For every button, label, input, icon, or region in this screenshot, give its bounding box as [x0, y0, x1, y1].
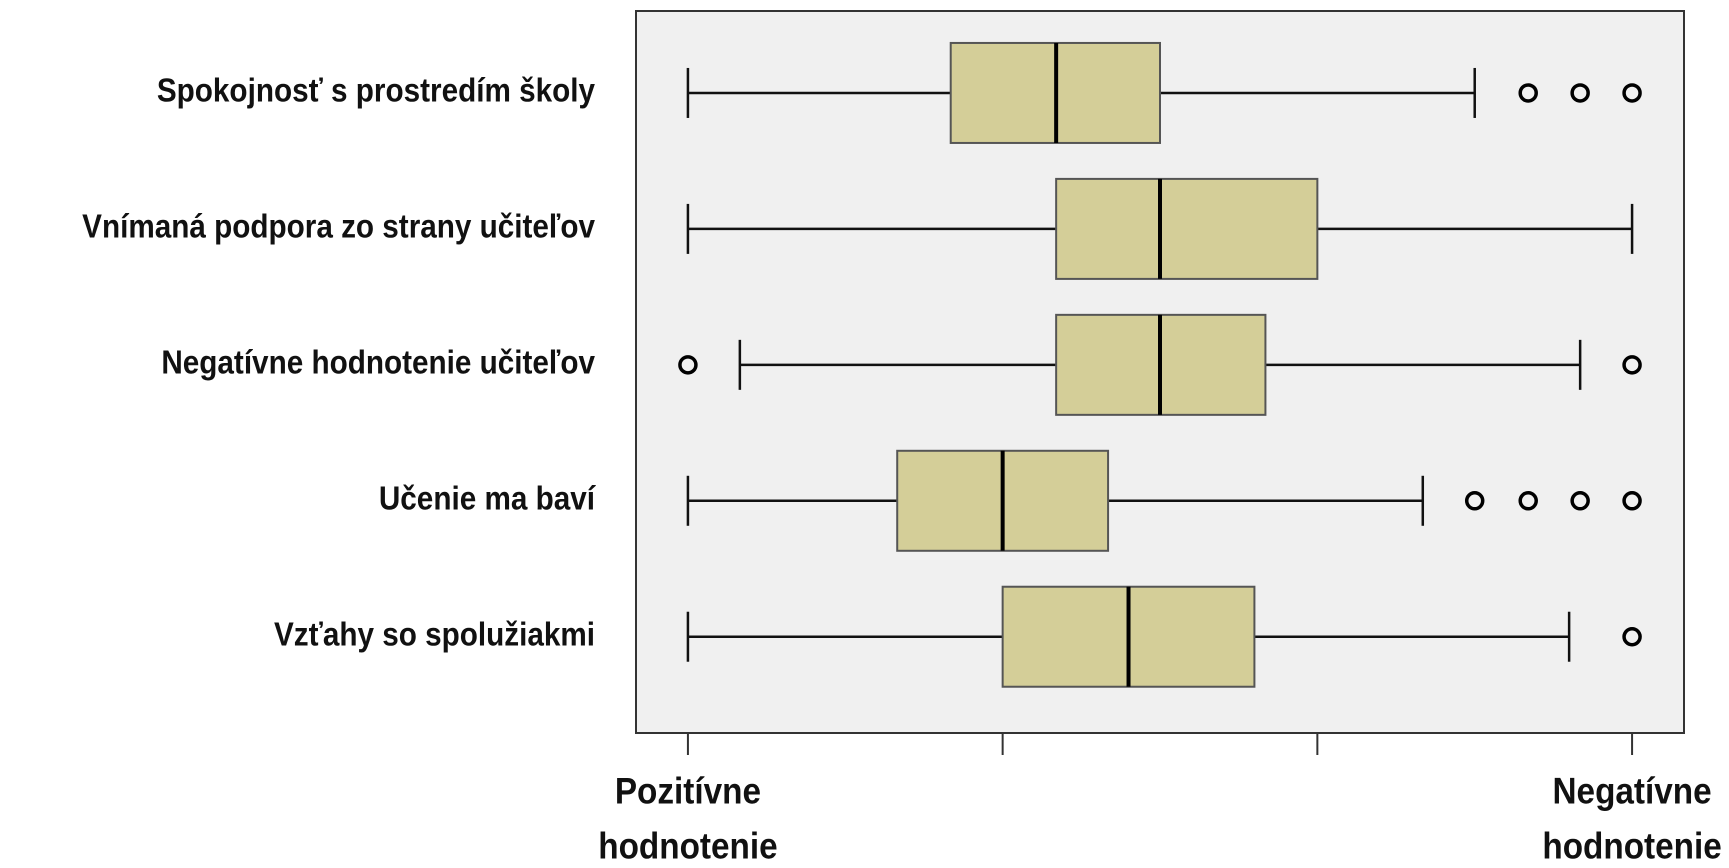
outlier [1518, 491, 1538, 511]
category-label: Vnímaná podpora zo strany učiteľov [82, 208, 595, 245]
box [1055, 177, 1319, 280]
outlier [1570, 83, 1590, 103]
outlier [1622, 491, 1642, 511]
outlier [1622, 355, 1642, 375]
outlier [1570, 491, 1590, 511]
outlier [1464, 491, 1485, 511]
category-label: Vzťahy so spolužiakmi [274, 616, 595, 653]
category-labels: Spokojnosť s prostredím školy Vnímaná pod… [82, 72, 596, 653]
category-label: Učenie ma baví [379, 480, 596, 517]
outlier [1518, 83, 1538, 103]
x-end-labels: Pozitívne hodnotenie Negatívne hodnotenie [598, 771, 1722, 867]
x-end-label: Pozitívne hodnotenie [598, 771, 777, 867]
category-label: Negatívne hodnotenie učiteľov [161, 344, 595, 381]
outlier [1622, 626, 1642, 647]
outlier [678, 355, 698, 375]
outlier [1622, 83, 1642, 103]
category-label: Spokojnosť s prostredím školy [157, 72, 596, 109]
x-end-label: Negatívne hodnotenie [1542, 771, 1721, 867]
